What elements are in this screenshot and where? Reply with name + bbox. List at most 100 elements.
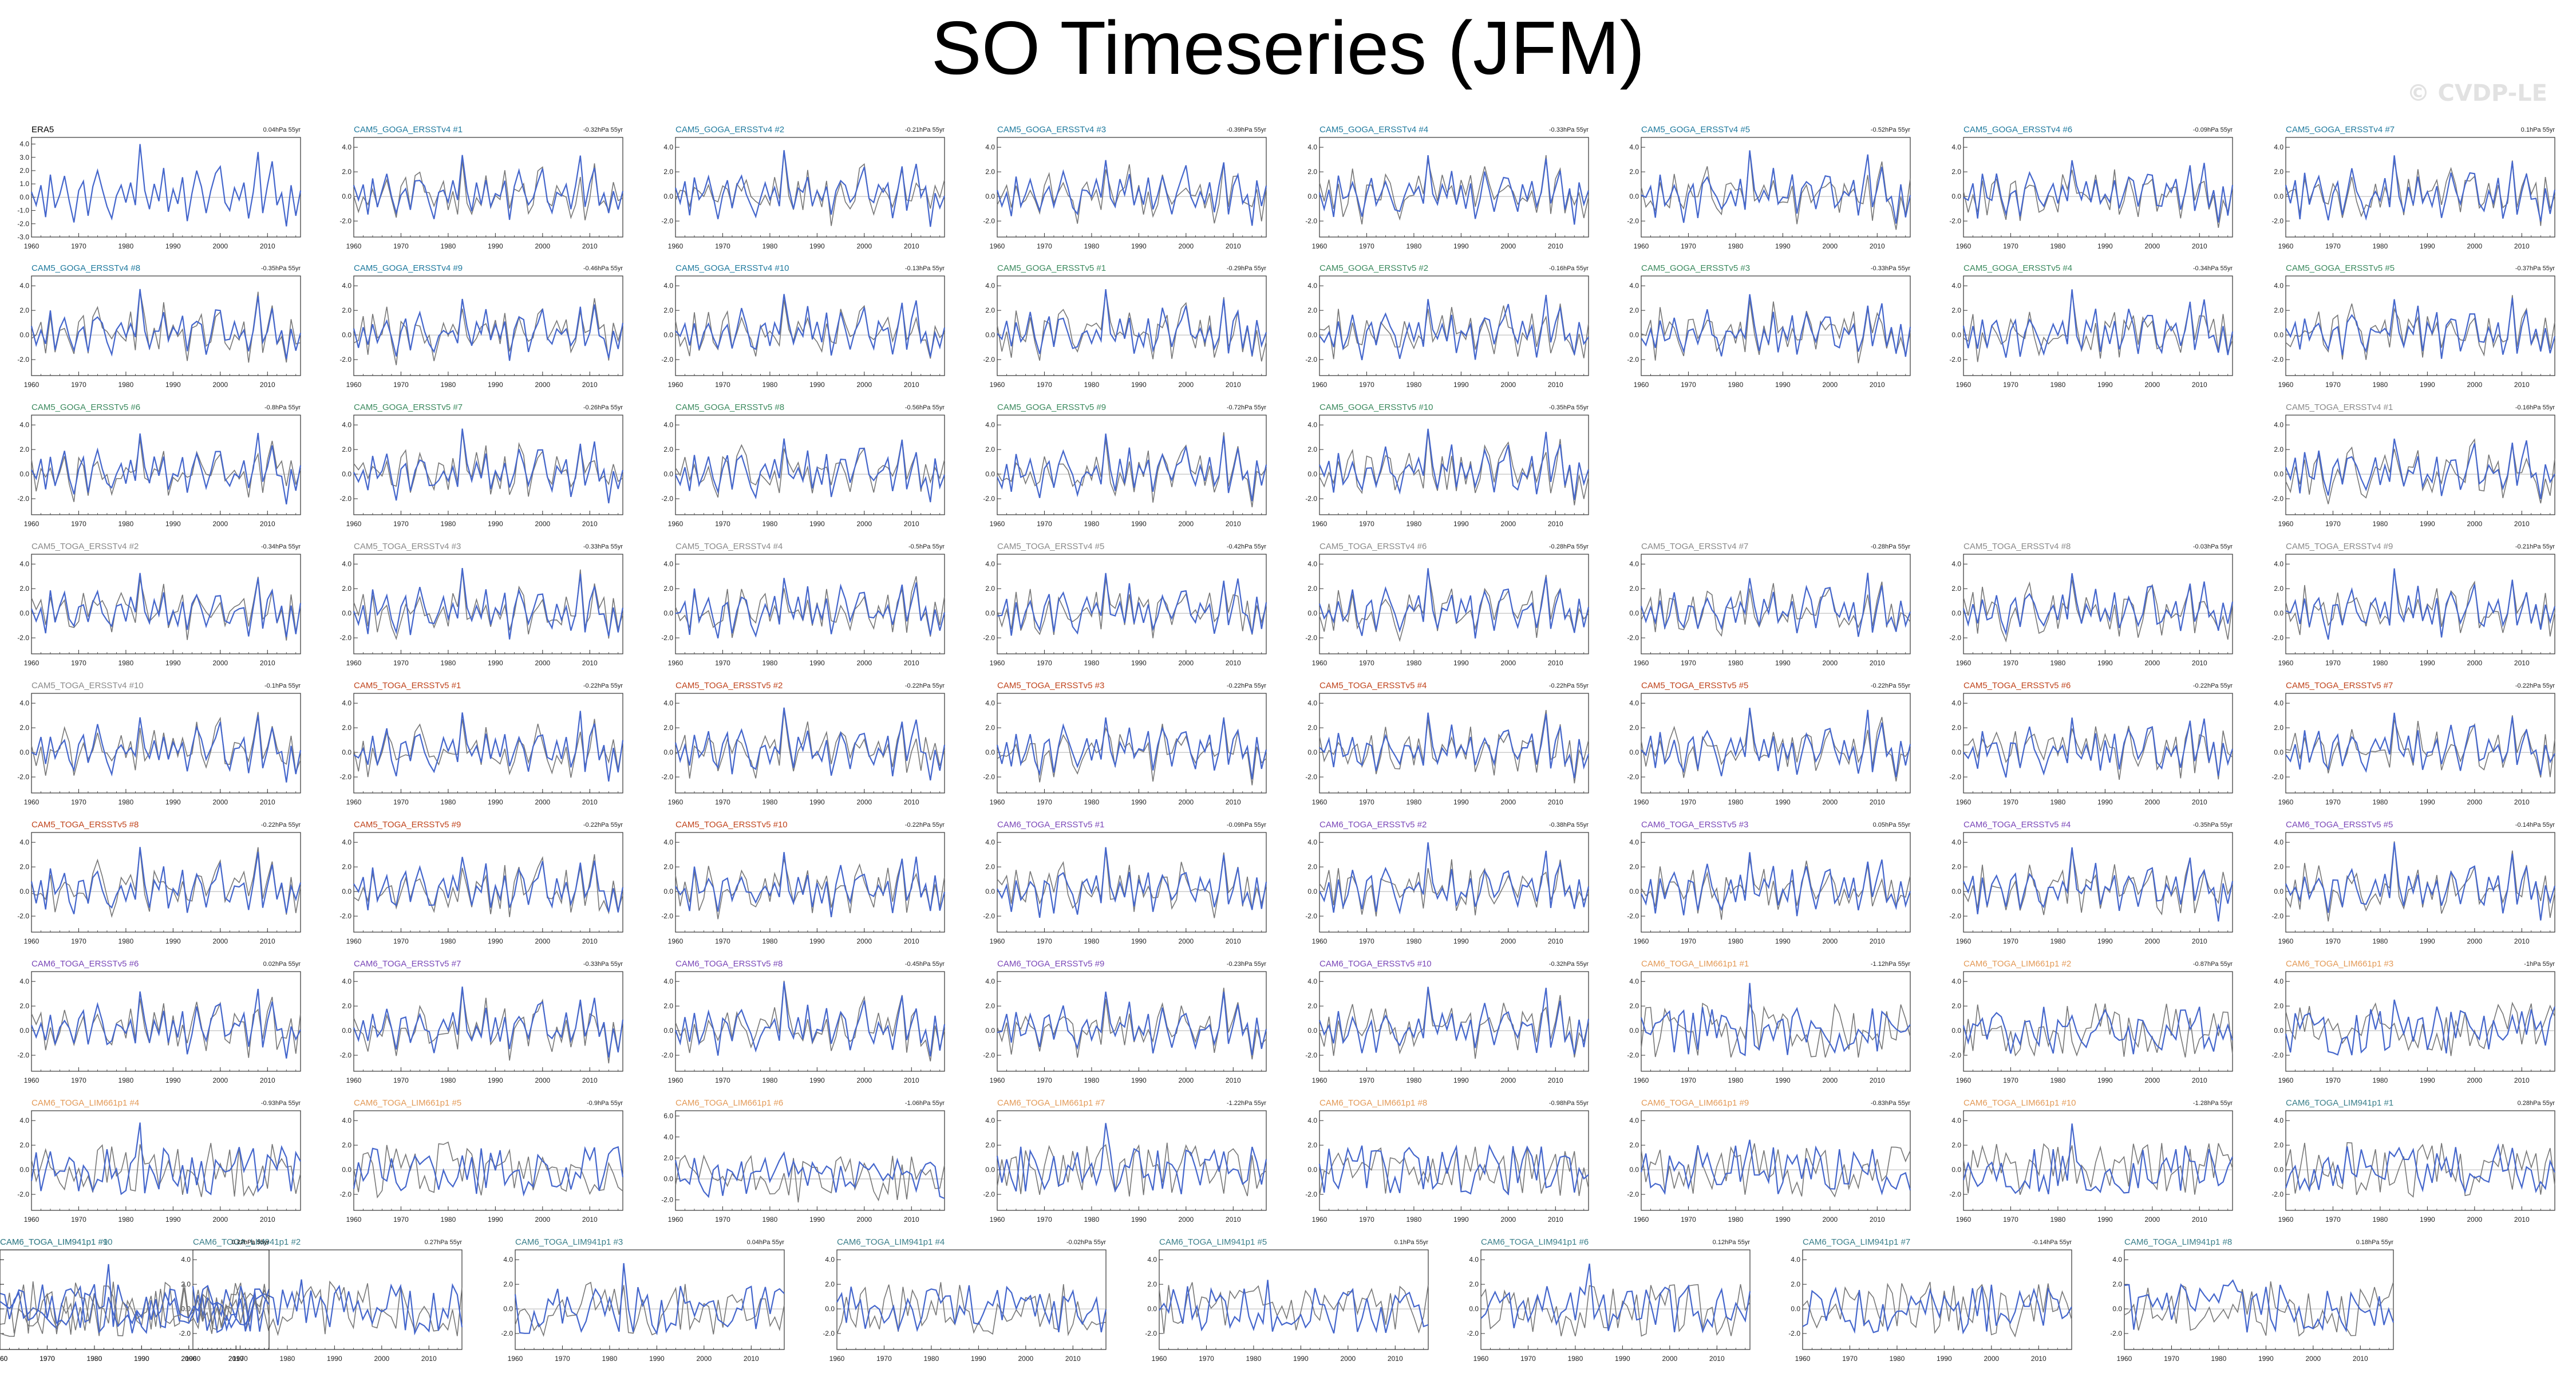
panel: CAM6_TOGA_ERSSTv5 #1 -0.09hPa 55yr 4.0 2.0 0… xyxy=(983,820,1267,953)
panel-trend: -0.38hPa 55yr xyxy=(1548,822,1589,828)
y-tick-label: 0.0 xyxy=(19,470,29,478)
y-tick-label: 2.0 xyxy=(19,1002,29,1010)
y-tick-label: 2.0 xyxy=(2274,724,2283,732)
plot-frame xyxy=(675,971,945,1072)
y-tick-label: -2.0 xyxy=(1949,773,1961,781)
x-tick-label: 1960 xyxy=(990,1216,1005,1224)
y-tick-label: 2.0 xyxy=(342,168,351,176)
panel-plot: 4.0 2.0 0.0 -2.0 1960 1970 1980 1990 2000 2010 xyxy=(17,554,302,667)
x-tick-label: 1990 xyxy=(488,1216,503,1224)
y-tick-label: 4.0 xyxy=(985,143,995,151)
x-tick-label: 2010 xyxy=(2514,798,2530,806)
x-tick-label: 1970 xyxy=(1037,1076,1052,1084)
x-tick-label: 1980 xyxy=(2050,242,2066,250)
series-model-line xyxy=(1159,1282,1429,1334)
x-tick-label: 2000 xyxy=(535,1216,550,1224)
y-tick-label: -2.0 xyxy=(1627,217,1639,225)
x-tick-label: 1960 xyxy=(1956,1216,1971,1224)
panel-title: CAM5_TOGA_ERSSTv5 #4 xyxy=(1319,681,1427,690)
panel-trend: -0.22hPa 55yr xyxy=(904,822,945,828)
y-tick-label: 4.0 xyxy=(663,421,673,429)
x-tick-label: 1970 xyxy=(555,1355,570,1363)
x-tick-label: 2010 xyxy=(260,520,275,528)
y-tick-label: 4.0 xyxy=(1951,699,1961,707)
series-primary-line xyxy=(30,847,302,914)
panel-plot: 4.0 2.0 0.0 -2.0 1960 1970 1980 1990 2000 2010 xyxy=(339,693,624,806)
panel-trend: -0.8hPa 55yr xyxy=(264,404,301,411)
plot-frame xyxy=(1319,275,1589,376)
y-tick-label: 0.0 xyxy=(1951,609,1961,617)
panel-trend: -0.16hPa 55yr xyxy=(2515,404,2555,411)
panel: CAM6_TOGA_LIM941p1 #3 0.04hPa 55yr 4.0 2.0 0… xyxy=(501,1237,785,1370)
series-model-line xyxy=(997,162,1267,224)
y-tick-label: 2.0 xyxy=(1629,724,1639,732)
x-tick-label: 1970 xyxy=(1359,1076,1374,1084)
x-tick-label: 1960 xyxy=(1634,659,1649,667)
x-tick-label: 1980 xyxy=(2050,937,2066,945)
x-tick-label: 1960 xyxy=(990,381,1005,389)
x-tick-label: 1960 xyxy=(0,1355,8,1363)
y-tick-label: 2.0 xyxy=(985,168,995,176)
x-tick-label: 1960 xyxy=(1312,1076,1327,1084)
panel-title: CAM5_GOGA_ERSSTv4 #5 xyxy=(1641,125,1751,135)
y-tick-label: 0.0 xyxy=(985,1166,995,1174)
x-tick-label: 1990 xyxy=(2097,1076,2113,1084)
x-tick-label: 1990 xyxy=(1131,937,1147,945)
series-primary-line xyxy=(1318,155,1590,225)
x-tick-label: 1990 xyxy=(809,520,825,528)
panel-title: CAM5_TOGA_ERSSTv5 #2 xyxy=(675,681,783,690)
y-tick-label: -2.0 xyxy=(1627,1190,1639,1198)
panel-plot: 4.0 2.0 0.0 -2.0 1960 1970 1980 1990 2000 2010 xyxy=(983,275,1267,389)
x-tick-label: 1990 xyxy=(488,937,503,945)
plot-frame xyxy=(2285,415,2555,515)
x-tick-label: 1960 xyxy=(1956,937,1971,945)
y-tick-label: -2.0 xyxy=(339,495,351,503)
x-tick-label: 1960 xyxy=(346,242,362,250)
panel-trend: 0.12hPa 55yr xyxy=(231,1239,269,1246)
panel-trend: -0.34hPa 55yr xyxy=(2192,265,2233,272)
y-tick-label: 4.0 xyxy=(1307,560,1317,568)
y-tick-label: 4.0 xyxy=(985,282,995,290)
panel-trend: -0.39hPa 55yr xyxy=(1226,127,1266,133)
plot-frame xyxy=(353,415,623,515)
x-tick-label: 1980 xyxy=(1568,1355,1583,1363)
x-tick-label: 1960 xyxy=(2278,1216,2294,1224)
y-tick-label: -2.0 xyxy=(1305,356,1317,364)
x-tick-label: 1990 xyxy=(2258,1355,2274,1363)
x-tick-label: 2000 xyxy=(374,1355,389,1363)
x-tick-label: 1960 xyxy=(2278,798,2294,806)
y-tick-label: 2.0 xyxy=(19,585,29,593)
panel-plot: 4.0 2.0 0.0 -2.0 1960 1970 1980 1990 2000 2010 xyxy=(661,832,946,945)
x-tick-label: 1990 xyxy=(1453,381,1469,389)
x-tick-label: 2010 xyxy=(260,1076,275,1084)
x-tick-label: 1980 xyxy=(118,659,134,667)
x-tick-label: 2000 xyxy=(856,798,872,806)
panel-title: CAM6_TOGA_ERSSTv5 #7 xyxy=(354,959,461,969)
panel-trend: -0.28hPa 55yr xyxy=(1870,543,1910,550)
series-model-line xyxy=(353,1141,623,1199)
y-tick-label: 0.0 xyxy=(1629,609,1639,617)
x-tick-label: 1960 xyxy=(24,520,39,528)
plot-frame xyxy=(1641,275,1911,376)
y-tick-label: 6.0 xyxy=(663,1112,673,1120)
y-tick-label: -2.0 xyxy=(661,1196,673,1204)
x-tick-label: 2000 xyxy=(1500,242,1516,250)
series-primary-line xyxy=(2285,999,2556,1056)
panel-trend: -1.28hPa 55yr xyxy=(2192,1100,2233,1107)
series-model-line xyxy=(1319,303,1589,360)
panel-plot: 4.0 2.0 0.0 -2.0 1960 1970 1980 1990 2000 2010 xyxy=(661,137,946,250)
panel-plot: 4.0 2.0 0.0 -2.0 1960 1970 1980 1990 2000 2010 xyxy=(1949,1110,2234,1224)
panel-title: CAM5_TOGA_ERSSTv5 #1 xyxy=(354,681,461,690)
panel-trend: -0.33hPa 55yr xyxy=(1548,127,1589,133)
panel-title: CAM6_TOGA_LIM941p1 #8 xyxy=(2124,1237,2233,1247)
y-tick-label: 4.0 xyxy=(2274,282,2283,290)
panel-title: CAM5_TOGA_ERSSTv4 #10 xyxy=(31,681,144,690)
y-tick-label: -2.0 xyxy=(983,217,995,225)
x-tick-label: 1970 xyxy=(232,1355,248,1363)
x-tick-label: 1960 xyxy=(1956,242,1971,250)
x-tick-label: 1980 xyxy=(118,520,134,528)
x-tick-label: 1970 xyxy=(1681,937,1696,945)
x-tick-label: 1980 xyxy=(1728,1076,1744,1084)
x-tick-label: 1970 xyxy=(1359,659,1374,667)
